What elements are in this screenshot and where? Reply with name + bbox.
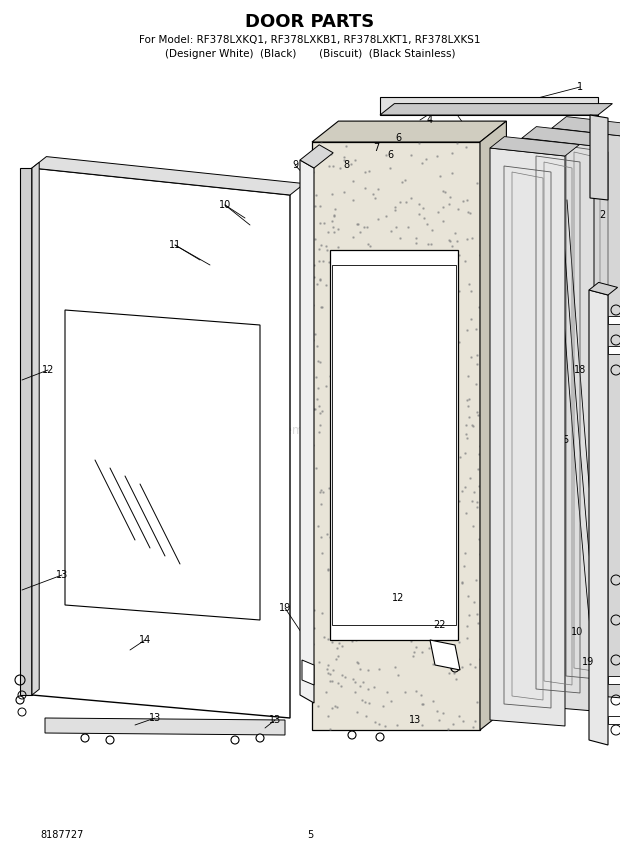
Polygon shape bbox=[32, 163, 39, 695]
Text: 19: 19 bbox=[582, 657, 594, 667]
Circle shape bbox=[106, 736, 114, 744]
Polygon shape bbox=[45, 718, 285, 735]
Polygon shape bbox=[32, 168, 290, 718]
Polygon shape bbox=[330, 250, 458, 640]
Text: 7: 7 bbox=[373, 143, 379, 153]
Polygon shape bbox=[589, 290, 608, 745]
Polygon shape bbox=[490, 148, 565, 726]
Polygon shape bbox=[312, 121, 507, 142]
Text: 10: 10 bbox=[571, 627, 583, 637]
Text: 5: 5 bbox=[562, 435, 568, 445]
Polygon shape bbox=[552, 128, 620, 698]
Polygon shape bbox=[32, 157, 304, 195]
Text: 13: 13 bbox=[269, 715, 281, 725]
Text: 20: 20 bbox=[494, 653, 506, 663]
Polygon shape bbox=[608, 346, 620, 354]
Text: 12: 12 bbox=[392, 593, 404, 603]
Circle shape bbox=[81, 734, 89, 742]
Text: 22: 22 bbox=[434, 620, 446, 630]
Polygon shape bbox=[522, 138, 594, 711]
Circle shape bbox=[231, 736, 239, 744]
Polygon shape bbox=[590, 115, 608, 200]
Text: 14: 14 bbox=[139, 635, 151, 645]
Text: 1: 1 bbox=[577, 82, 583, 92]
Polygon shape bbox=[522, 127, 608, 146]
Circle shape bbox=[256, 734, 264, 742]
Text: 13: 13 bbox=[149, 713, 161, 723]
Text: 15: 15 bbox=[554, 503, 566, 513]
Polygon shape bbox=[300, 145, 333, 168]
Polygon shape bbox=[380, 104, 613, 115]
Polygon shape bbox=[380, 97, 598, 115]
Polygon shape bbox=[430, 640, 460, 670]
Text: 4: 4 bbox=[427, 115, 433, 125]
Text: 3: 3 bbox=[445, 97, 451, 107]
Text: eReplacementParts.com: eReplacementParts.com bbox=[238, 424, 382, 437]
Polygon shape bbox=[589, 282, 618, 295]
Text: 6: 6 bbox=[387, 150, 393, 160]
Text: 11: 11 bbox=[169, 240, 181, 250]
Text: 13: 13 bbox=[409, 715, 421, 725]
Polygon shape bbox=[20, 168, 32, 695]
Text: DOOR PARTS: DOOR PARTS bbox=[246, 13, 374, 31]
Text: For Model: RF378LXKQ1, RF378LXKB1, RF378LXKT1, RF378LXKS1: For Model: RF378LXKQ1, RF378LXKB1, RF378… bbox=[140, 35, 480, 45]
Text: 12: 12 bbox=[42, 365, 54, 375]
Text: 18: 18 bbox=[574, 365, 586, 375]
Text: 8: 8 bbox=[343, 160, 349, 170]
Text: 9: 9 bbox=[292, 160, 298, 170]
Text: 6: 6 bbox=[395, 133, 401, 143]
Text: 8187727: 8187727 bbox=[40, 830, 83, 840]
Polygon shape bbox=[312, 142, 480, 730]
Polygon shape bbox=[608, 716, 620, 724]
Polygon shape bbox=[300, 160, 314, 703]
Polygon shape bbox=[552, 116, 620, 136]
Polygon shape bbox=[608, 676, 620, 684]
Polygon shape bbox=[302, 660, 314, 685]
Text: 5: 5 bbox=[307, 830, 313, 840]
Text: 2: 2 bbox=[599, 210, 605, 220]
Text: 19: 19 bbox=[279, 603, 291, 613]
Text: 10: 10 bbox=[219, 200, 231, 210]
Polygon shape bbox=[490, 137, 580, 156]
Polygon shape bbox=[608, 316, 620, 324]
Polygon shape bbox=[480, 121, 507, 730]
Text: 13: 13 bbox=[56, 570, 68, 580]
Text: (Designer White)  (Black)       (Biscuit)  (Black Stainless): (Designer White) (Black) (Biscuit) (Blac… bbox=[165, 49, 455, 59]
